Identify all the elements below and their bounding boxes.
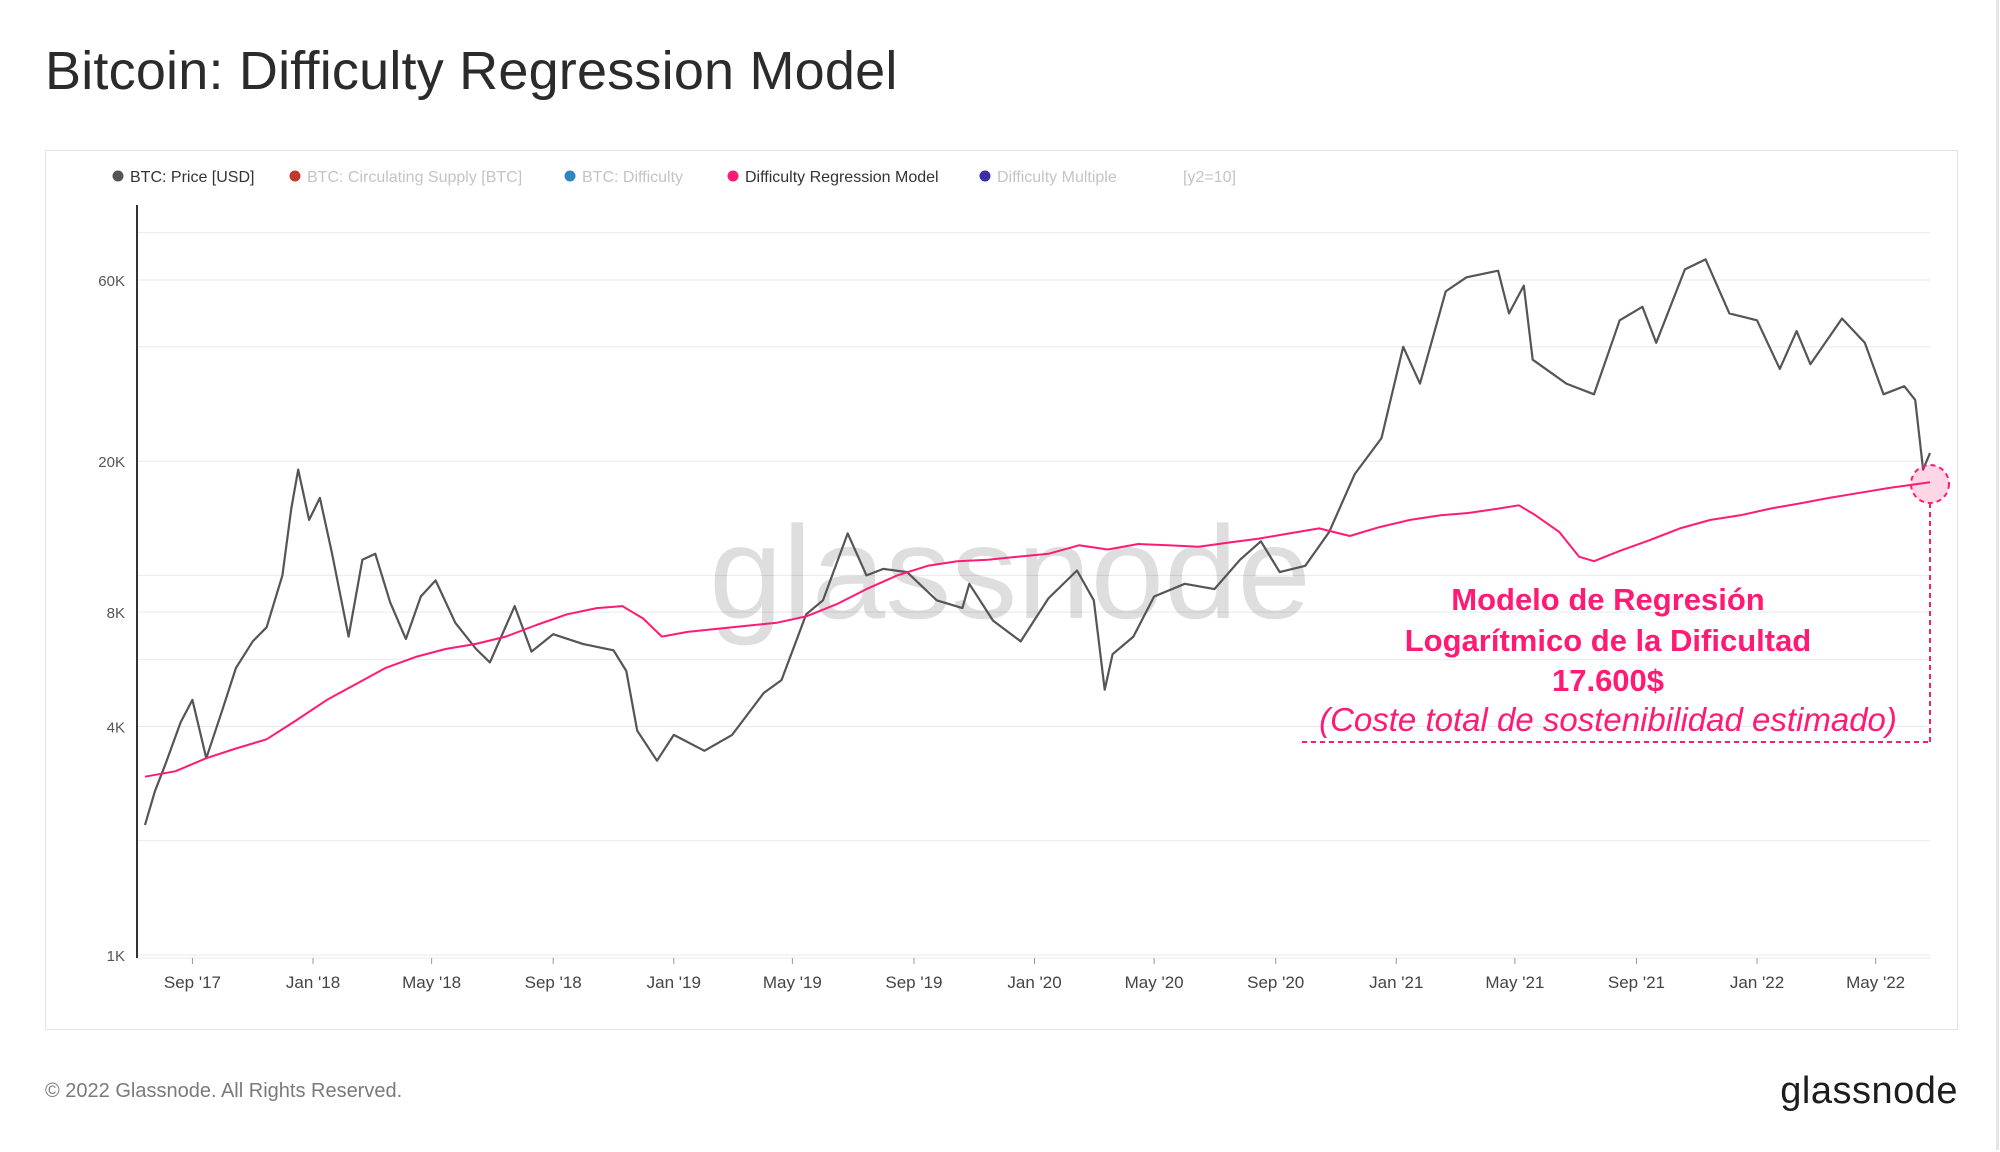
legend-label: Difficulty Regression Model xyxy=(745,169,939,186)
page-title: Bitcoin: Difficulty Regression Model xyxy=(45,41,898,101)
x-axis-ticks: Sep '17 Jan '18 May '18 Sep '18 Jan '19 May '… xyxy=(164,958,1905,992)
chart-container xyxy=(45,150,1958,1030)
legend-item: [y2=10] xyxy=(1183,169,1236,186)
footer-copyright: © 2022 Glassnode. All Rights Reserved. xyxy=(45,1080,403,1102)
legend-marker xyxy=(727,170,739,182)
x-tick-label: Sep '20 xyxy=(1247,973,1304,992)
y-tick-label: 8K xyxy=(107,605,125,622)
y-tick-label: 60K xyxy=(98,273,125,290)
chart-legend: BTC: Price [USD] BTC: Circulating Supply … xyxy=(112,169,1236,186)
annotation: Modelo de Regresión Logarítmico de la Di… xyxy=(1302,464,1950,743)
legend-label: BTC: Circulating Supply [BTC] xyxy=(307,169,522,186)
legend-marker xyxy=(289,170,301,182)
annotation-line-4: (Coste total de sostenibilidad estimado) xyxy=(1319,701,1897,738)
x-tick-label: Sep '18 xyxy=(525,973,582,992)
x-tick-label: Sep '19 xyxy=(885,973,942,992)
footer-logo: glassnode xyxy=(1780,1070,1958,1112)
x-tick-label: Jan '20 xyxy=(1007,973,1061,992)
legend-item: Difficulty Multiple xyxy=(979,169,1117,186)
x-tick-label: May '19 xyxy=(763,973,822,992)
x-tick-label: May '18 xyxy=(402,973,461,992)
annotation-line-1: Modelo de Regresión xyxy=(1451,582,1764,617)
legend-label: BTC: Difficulty xyxy=(582,169,683,186)
x-tick-label: May '21 xyxy=(1485,973,1544,992)
series-lines xyxy=(143,258,1932,826)
legend-marker xyxy=(564,170,576,182)
legend-marker xyxy=(979,170,991,182)
legend-label: BTC: Price [USD] xyxy=(130,169,254,186)
x-tick-label: Sep '17 xyxy=(164,973,221,992)
annotation-line-2: Logarítmico de la Dificultad xyxy=(1405,623,1812,658)
y-tick-label: 20K xyxy=(98,454,125,471)
x-tick-label: Sep '21 xyxy=(1608,973,1665,992)
y-axis-ticks: 1K 4K 8K 20K 60K xyxy=(98,273,125,965)
legend-item: Difficulty Regression Model xyxy=(727,169,939,186)
y-tick-label: 1K xyxy=(107,948,125,965)
legend-item: BTC: Circulating Supply [BTC] xyxy=(289,169,522,186)
x-tick-label: May '20 xyxy=(1125,973,1184,992)
regression-model-line xyxy=(144,481,1931,778)
x-tick-label: May '22 xyxy=(1846,973,1905,992)
x-tick-label: Jan '18 xyxy=(286,973,340,992)
legend-marker xyxy=(112,170,124,182)
current-value-marker xyxy=(1910,464,1950,504)
legend-item: BTC: Price [USD] xyxy=(112,169,254,186)
annotation-line-3: 17.600$ xyxy=(1552,663,1664,698)
watermark-text: glassnode xyxy=(709,499,1311,646)
legend-label: Difficulty Multiple xyxy=(997,169,1117,186)
x-tick-label: Jan '22 xyxy=(1730,973,1784,992)
x-tick-label: Jan '19 xyxy=(647,973,701,992)
x-tick-label: Jan '21 xyxy=(1369,973,1423,992)
legend-label: [y2=10] xyxy=(1183,169,1236,186)
legend-item: BTC: Difficulty xyxy=(564,169,683,186)
grid-lines xyxy=(137,232,1930,959)
y-tick-label: 4K xyxy=(107,719,125,736)
